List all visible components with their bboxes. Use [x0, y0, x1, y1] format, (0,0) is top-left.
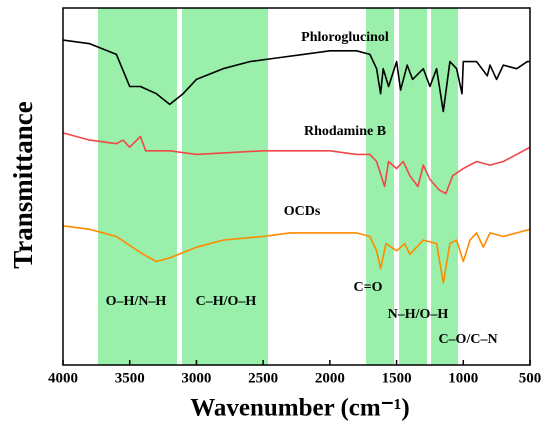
plot-frame [62, 7, 531, 366]
x-tick-label: 1000 [448, 370, 478, 386]
x-tick-label: 3000 [181, 370, 211, 386]
series-label: Phloroglucinol [301, 30, 389, 45]
spectrum-line [62, 225, 531, 284]
lines [62, 39, 531, 284]
x-tick-label: 1500 [382, 370, 412, 386]
band [97, 8, 177, 365]
x-axis-label: Wavenumber (cm⁻¹) [190, 395, 410, 422]
x-tick-label: 4000 [48, 370, 78, 386]
annotation: C–O/C–N [438, 332, 497, 347]
x-tick-label: 3500 [115, 370, 145, 386]
band [399, 8, 427, 365]
spectrum-line [62, 132, 531, 195]
x-tick-label: 2000 [315, 370, 345, 386]
x-axis: 4000 3500 3000 2500 2000 1500 1000 500 [48, 360, 541, 386]
annotation: N–H/O–H [388, 307, 449, 322]
x-tick-label: 2500 [248, 370, 278, 386]
annotation: C–H/O–H [196, 294, 257, 309]
spectrum-line [62, 39, 530, 113]
y-axis-label: Transmittance [8, 101, 38, 268]
annotation: O–H/N–H [106, 294, 167, 309]
series-label: Rhodamine B [304, 124, 386, 139]
annotation: C=O [354, 280, 383, 295]
series-label: OCDs [284, 204, 321, 219]
x-tick-label: 500 [519, 370, 542, 386]
band [366, 8, 395, 365]
